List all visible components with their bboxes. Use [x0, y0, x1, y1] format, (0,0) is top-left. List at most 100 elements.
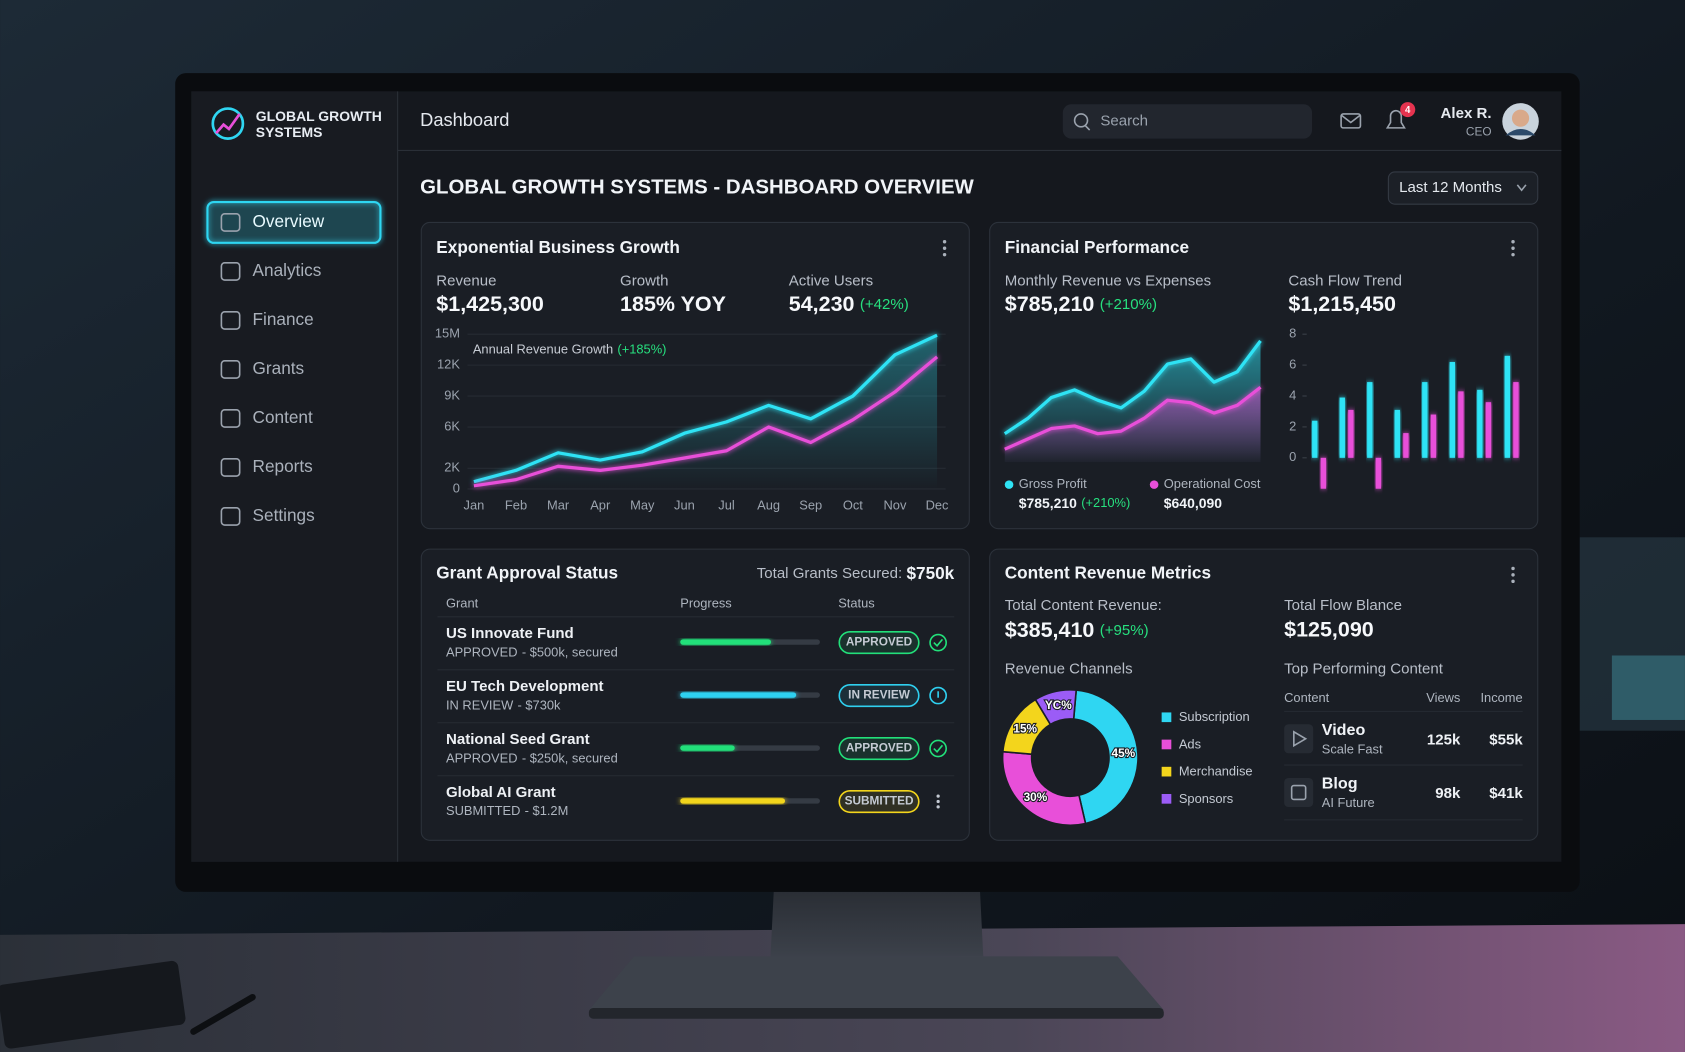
monitor-base-edge — [588, 1007, 1164, 1019]
icon-ring — [929, 633, 948, 652]
search-field — [1062, 104, 1313, 139]
grant-name: US Innovate Fund — [446, 625, 574, 642]
icon-ring — [929, 686, 948, 705]
legend-value-part: (+210%) — [1081, 495, 1130, 510]
bar — [1348, 409, 1354, 458]
more-dot — [1511, 573, 1515, 577]
nav-label: Grants — [253, 358, 305, 378]
line-series — [473, 333, 938, 484]
kpi-value: $385,410 (+95%) — [1005, 617, 1149, 641]
kpi-value: $125,090 — [1284, 617, 1374, 641]
grant-name: National Seed Grant — [446, 731, 590, 748]
logo-arrow — [215, 113, 241, 135]
more-menu[interactable] — [1511, 566, 1515, 584]
nav-active — [206, 200, 382, 244]
legend-value: $785,210 (+210%) — [1019, 495, 1131, 511]
grants-total-part: Total Grants Secured: — [757, 565, 902, 582]
grants-total-part: $750k — [906, 562, 954, 582]
nav-label: Finance — [253, 309, 314, 329]
nav-item[interactable]: Finance — [220, 309, 314, 330]
more-dot — [1511, 240, 1515, 244]
avatar-face — [1511, 109, 1530, 127]
status-icon[interactable] — [929, 686, 948, 705]
status-icon[interactable] — [929, 633, 948, 652]
nav-icon — [220, 458, 241, 477]
y-tick-label: 0 — [453, 480, 460, 495]
nav-label: Content — [253, 407, 313, 427]
notification-button[interactable]: 4 — [1385, 102, 1416, 129]
user-name: Alex R. — [1441, 105, 1492, 122]
content-sub: AI Future — [1322, 795, 1375, 810]
nav-icon — [220, 262, 241, 281]
legend-swatch — [1161, 793, 1172, 804]
nav-icon — [220, 507, 241, 526]
status-pill — [838, 789, 920, 814]
nav-item[interactable]: Grants — [220, 358, 305, 379]
annotation: Annual Revenue Growth (+185%) — [473, 342, 667, 357]
legend-dot — [1004, 480, 1014, 489]
more-dot — [936, 794, 940, 798]
panel-title: Content Revenue Metrics — [1005, 562, 1211, 582]
kpi-label: Monthly Revenue vs Expenses — [1005, 273, 1211, 290]
x-tick-label: Dec — [926, 498, 949, 513]
grant-detail-part: - $250k, secured — [522, 751, 618, 766]
kpi-value: $1,425,300 — [436, 292, 544, 316]
background-window — [1579, 537, 1685, 731]
x-tick-label: Feb — [505, 498, 527, 513]
period-dropdown[interactable]: Last 12 Months — [1387, 171, 1539, 205]
y-tick-label: 12K — [437, 357, 460, 372]
column-header: Income — [1480, 690, 1522, 705]
status-icon[interactable] — [936, 794, 940, 809]
kpi-label: Revenue — [436, 273, 496, 290]
y-tick-label: 2 — [1289, 418, 1296, 433]
bar — [1375, 457, 1382, 489]
badge — [1400, 102, 1416, 118]
grant-detail: IN REVIEW - $730k — [446, 698, 561, 713]
column-header: Status — [838, 595, 875, 610]
donut-segment — [1072, 689, 1139, 825]
kpi-label: Cash Flow Trend — [1288, 273, 1402, 290]
nav-item[interactable]: Settings — [220, 505, 315, 526]
kpi-value-part: (+210%) — [1100, 296, 1157, 313]
progress-fill — [680, 745, 735, 751]
content-sub: Scale Fast — [1322, 741, 1383, 756]
more-menu[interactable] — [1511, 240, 1515, 257]
bar — [1449, 362, 1456, 458]
dashboard-title: GLOBAL GROWTH SYSTEMS - DASHBOARD OVERVI… — [420, 176, 974, 198]
kpi-value: $1,215,450 — [1288, 292, 1396, 316]
nav-item[interactable]: Overview — [206, 200, 382, 244]
kpi-label: Total Content Revenue: — [1005, 597, 1162, 614]
nav-item[interactable]: Analytics — [220, 260, 321, 281]
bar — [1312, 420, 1318, 458]
mail-button[interactable] — [1340, 113, 1362, 129]
chevron — [1516, 184, 1527, 192]
nav-item[interactable]: Reports — [220, 456, 313, 477]
y-tick-label: 9K — [444, 387, 460, 402]
content-income: $41k — [1489, 785, 1523, 802]
annotation-part: Annual Revenue Growth — [473, 342, 613, 357]
search-icon-handle — [1084, 125, 1091, 131]
bar — [1477, 389, 1483, 458]
nav-icon — [220, 213, 241, 232]
nav-item[interactable]: Content — [220, 407, 313, 428]
play-icon — [1293, 730, 1308, 748]
search-box[interactable]: Search — [1062, 104, 1313, 139]
status-icon[interactable] — [929, 739, 948, 758]
kpi-value-part: $1,425,300 — [436, 292, 544, 316]
avatar[interactable] — [1502, 103, 1539, 140]
x-tick-label: Mar — [547, 498, 570, 513]
grant-name: EU Tech Development — [446, 678, 604, 695]
kpi-label: Active Users — [789, 273, 873, 290]
bar — [1513, 382, 1519, 458]
more-dot — [1511, 579, 1515, 584]
icon-ring — [929, 739, 948, 758]
kpi-value: 54,230 (+42%) — [789, 292, 909, 316]
status-pill — [838, 684, 920, 708]
kpi-value-part: 54,230 — [789, 292, 855, 316]
legend-label: Ads — [1179, 736, 1201, 751]
more-dot — [1511, 246, 1515, 250]
more-menu[interactable] — [942, 240, 947, 257]
y-tick-label: 15M — [435, 326, 460, 341]
pen — [190, 993, 256, 1035]
